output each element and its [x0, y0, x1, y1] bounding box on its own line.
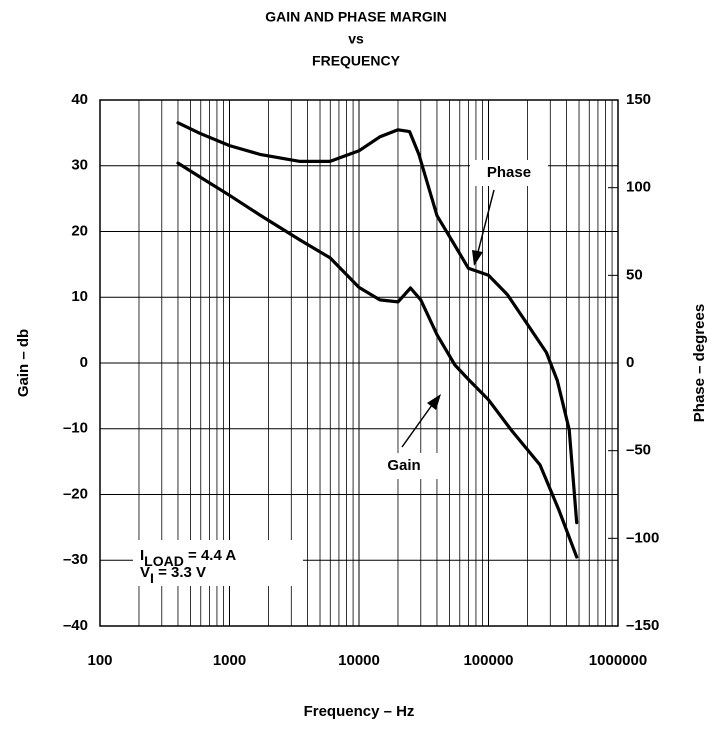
- series-label: Phase: [487, 164, 531, 181]
- label-box: [470, 160, 548, 186]
- chart-title: vs: [348, 31, 364, 47]
- x-tick-label: 1000: [213, 652, 246, 669]
- y-tick-label: –20: [63, 485, 88, 502]
- x-tick-label: 100: [87, 652, 112, 669]
- x-tick-label: 10000: [338, 652, 380, 669]
- annotations: Phase Gain ILOAD = 4.4 A VI = 3.3 V: [133, 160, 548, 586]
- series-label: Gain: [387, 457, 420, 474]
- subscript: I: [150, 570, 154, 586]
- series-line: [176, 121, 579, 525]
- text: = 3.3 V: [154, 564, 206, 581]
- x-axis-label: Frequency – Hz: [304, 703, 415, 720]
- y-tick-label: 30: [71, 157, 88, 174]
- y-tick-label: 10: [71, 288, 88, 305]
- y-tick-label: –30: [63, 551, 88, 568]
- arrow-head: [427, 394, 441, 410]
- condition-label: ILOAD = 4.4 A: [140, 547, 236, 569]
- y-tick-label: –40: [63, 617, 88, 634]
- text: V: [140, 564, 150, 581]
- y-tick-label: –10: [63, 420, 88, 437]
- condition-label: VI = 3.3 V: [140, 564, 206, 586]
- chart-title: FREQUENCY: [312, 53, 401, 69]
- y-tick-label: 0: [80, 354, 88, 371]
- x-tick-label: 1000000: [589, 652, 647, 669]
- y2-axis-label: Phase – degrees: [691, 304, 708, 422]
- label-box: [133, 540, 303, 586]
- y2-tick-label: –100: [626, 529, 659, 546]
- y-tick-label: 40: [71, 91, 88, 108]
- label-box: [365, 453, 443, 479]
- y2-tick-label: 100: [626, 179, 651, 196]
- y2-tick-label: 0: [626, 354, 634, 371]
- arrow-head: [472, 250, 483, 266]
- y2-tick-label: 50: [626, 266, 643, 283]
- series-line: [176, 161, 579, 559]
- y-axis-label: Gain – db: [15, 329, 32, 397]
- arrow: [401, 404, 433, 448]
- y2-tick-label: –50: [626, 442, 651, 459]
- chart-title: GAIN AND PHASE MARGIN: [265, 9, 447, 25]
- y2-tick-label: –150: [626, 617, 659, 634]
- y2-tick-label: 150: [626, 91, 651, 108]
- text: = 4.4 A: [184, 547, 237, 564]
- y-tick-label: 20: [71, 222, 88, 239]
- arrow: [477, 189, 495, 253]
- text: I: [140, 547, 144, 564]
- subscript: LOAD: [144, 553, 184, 569]
- x-tick-label: 100000: [463, 652, 513, 669]
- plot-frame: [99, 99, 619, 627]
- curves: [176, 121, 579, 559]
